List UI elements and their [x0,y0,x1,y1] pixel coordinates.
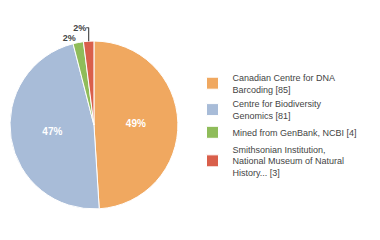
svg-text:Centre for BiodiversityGenomic: Centre for BiodiversityGenomics [81] [233,99,322,121]
svg-text:Mined from GenBank, NCBI [4]: Mined from GenBank, NCBI [4] [233,128,357,138]
svg-text:47%: 47% [42,126,62,137]
svg-text:Smithsonian Institution,Nation: Smithsonian Institution,National Museum … [233,145,345,178]
svg-text:Canadian Centre for DNABarcodi: Canadian Centre for DNABarcoding [85] [233,73,336,95]
svg-text:2%: 2% [63,33,76,43]
svg-text:49%: 49% [126,118,146,129]
svg-text:2%: 2% [73,23,86,33]
